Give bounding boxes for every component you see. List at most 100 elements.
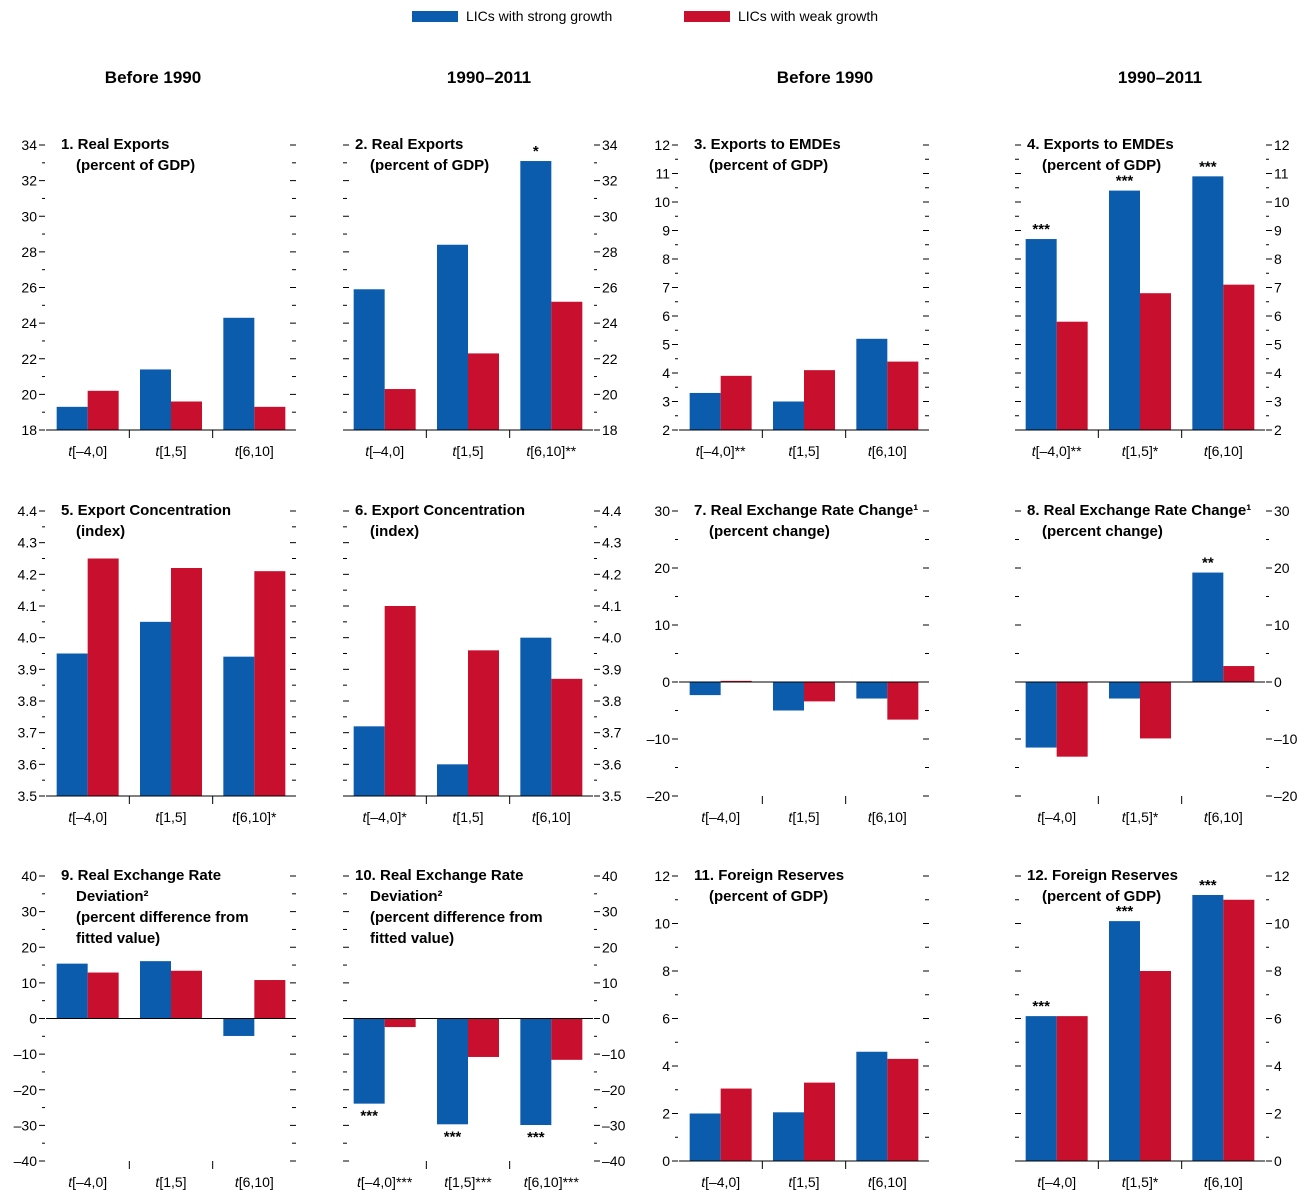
y-tick-label: 8	[662, 251, 670, 267]
y-tick-label: 3.6	[18, 756, 38, 772]
x-category-label-t: t	[788, 1174, 793, 1190]
panel-title: fitted value)	[370, 930, 454, 947]
chart-panel-6: 3.53.63.73.83.94.04.14.24.34.4t[–4,0]* t[…	[343, 502, 622, 825]
x-category-label-range: [6,10]***	[528, 1174, 580, 1190]
bar-weak	[87, 558, 119, 796]
x-category-label: t[1,5]	[452, 443, 483, 459]
y-tick-label: 40	[21, 868, 37, 884]
x-category-label: t[6,10]***	[524, 1174, 580, 1190]
x-category-label-t: t	[701, 1174, 706, 1190]
bar-weak	[1140, 971, 1171, 1161]
y-tick-label: 0	[29, 1011, 37, 1027]
y-tick-label: 6	[1274, 308, 1282, 324]
y-tick-label: –10	[602, 1046, 626, 1062]
legend: LICs with strong growth LICs with weak g…	[0, 0, 1307, 34]
bar-strong	[437, 244, 468, 430]
x-category-label: t[–4,0]	[1037, 809, 1076, 825]
panel-title: (percent of GDP)	[709, 157, 828, 174]
x-category-label: t[6,10]	[235, 1174, 274, 1190]
y-tick-label: 0	[662, 674, 670, 690]
panel-title: (percent of GDP)	[370, 157, 489, 174]
legend-label-weak: LICs with weak growth	[738, 8, 879, 24]
x-category-label-range: [1,5]***	[448, 1174, 492, 1190]
x-category-label-range: [1,5]*	[1126, 443, 1159, 459]
bar-strong	[1192, 572, 1224, 682]
bar-weak	[1223, 899, 1255, 1161]
y-tick-label: 32	[602, 173, 618, 189]
x-category-label-range: [1,5]	[159, 443, 186, 459]
bar-weak	[1140, 293, 1171, 430]
bar-strong	[520, 161, 552, 430]
bar-weak	[887, 1058, 919, 1161]
x-category-label-t: t	[1122, 443, 1127, 459]
bar-strong	[1025, 682, 1057, 748]
y-tick-label: 10	[1274, 617, 1290, 633]
x-category-label-range: [–4,0]	[705, 1174, 740, 1190]
x-category-label: t[6,10]	[1204, 443, 1243, 459]
y-tick-label: 8	[1274, 251, 1282, 267]
panel-title: Deviation²	[76, 888, 149, 905]
y-tick-label: 0	[1274, 1153, 1282, 1169]
y-tick-label: 4.3	[18, 535, 38, 551]
y-tick-label: 4.1	[602, 598, 622, 614]
bar-strong	[856, 338, 888, 430]
y-tick-label: 22	[602, 351, 618, 367]
y-tick-label: 20	[602, 939, 618, 955]
bar-strong	[689, 682, 721, 696]
x-category-label: t[1,5]	[155, 1174, 186, 1190]
x-category-label-t: t	[868, 443, 873, 459]
x-category-label-range: [1,5]*	[1126, 809, 1159, 825]
y-tick-label: –40	[14, 1153, 38, 1169]
y-tick-label: 12	[654, 868, 670, 884]
x-category-label: t[1,5]	[788, 443, 819, 459]
bar-strong	[1109, 190, 1140, 430]
panel-title: 5. Export Concentration	[61, 502, 231, 519]
x-category-label-t: t	[68, 809, 73, 825]
bar-weak	[720, 680, 752, 682]
panel-title: 4. Exports to EMDEs	[1027, 136, 1174, 153]
y-tick-label: 11	[1274, 166, 1289, 182]
x-category-label: t[1,5]	[155, 443, 186, 459]
significance-mark: ***	[360, 1108, 378, 1125]
x-category-label-t: t	[1037, 809, 1042, 825]
y-tick-label: –10	[1274, 731, 1298, 747]
y-tick-label: 10	[602, 975, 618, 991]
legend-swatch-strong	[412, 10, 458, 22]
x-category-label-range: [6,10]*	[236, 809, 277, 825]
x-category-label: t[6,10]	[1204, 809, 1243, 825]
y-tick-label: 26	[602, 280, 618, 296]
y-tick-label: –30	[14, 1117, 38, 1133]
bar-weak	[254, 980, 286, 1019]
x-category-label-t: t	[155, 1174, 160, 1190]
bar-weak	[1140, 682, 1171, 739]
x-category-label-t: t	[701, 809, 706, 825]
x-category-label-t: t	[696, 443, 701, 459]
panel-title: (percent change)	[1042, 523, 1163, 540]
significance-mark: ***	[1199, 877, 1217, 894]
x-category-label-t: t	[868, 1174, 873, 1190]
y-tick-label: 8	[662, 963, 670, 979]
significance-mark: ***	[1116, 173, 1134, 190]
chart-panel-5: 3.53.63.73.83.94.04.14.24.34.4t[–4,0] t[1…	[18, 502, 296, 825]
x-category-label-range: [–4,0]	[72, 443, 107, 459]
significance-mark: ***	[527, 1129, 545, 1146]
bar-strong	[140, 961, 171, 1019]
x-category-label-range: [–4,0]	[705, 809, 740, 825]
significance-mark: ***	[444, 1128, 462, 1145]
significance-mark: ***	[1032, 998, 1050, 1015]
x-category-label-range: [6,10]	[536, 809, 571, 825]
y-tick-label: 0	[1274, 674, 1282, 690]
bar-strong	[520, 1018, 552, 1126]
x-category-label-range: [6,10]	[872, 1174, 907, 1190]
y-tick-label: 4	[1274, 1058, 1282, 1074]
panel-title: (percent of GDP)	[709, 888, 828, 905]
x-category-label: t[1,5]	[155, 809, 186, 825]
y-tick-label: 24	[602, 315, 618, 331]
y-tick-label: 7	[662, 280, 670, 296]
bar-strong	[223, 317, 255, 430]
y-tick-label: –20	[1274, 788, 1298, 804]
x-category-label: t[6,10]**	[526, 443, 576, 459]
x-category-label-range: [1,5]	[456, 443, 483, 459]
